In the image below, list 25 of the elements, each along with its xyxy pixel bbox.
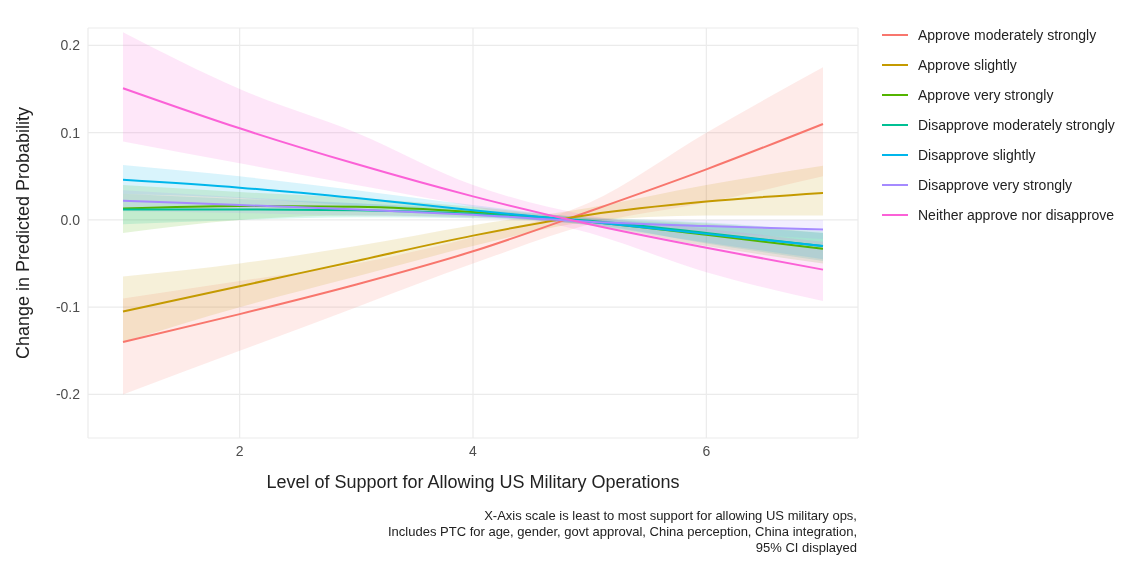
line-series bbox=[122, 178, 824, 248]
text: 95% CI displayed bbox=[754, 540, 857, 556]
line-series bbox=[122, 191, 824, 313]
line-series bbox=[122, 87, 824, 271]
x-axis-title: Level of Support for Allowing US Military Operations bbox=[266, 472, 680, 492]
line-series bbox=[122, 199, 824, 231]
legend-label: Disapprove moderately strongly bbox=[918, 117, 1115, 133]
legend-label: Approve moderately strongly bbox=[918, 27, 1097, 43]
x-tick-label: 2 bbox=[235, 442, 244, 459]
y-tick-label: 0.2 bbox=[60, 37, 81, 54]
x-tick-label: 6 bbox=[702, 442, 711, 459]
y-axis-title: Change in Predicted Probability bbox=[13, 106, 34, 360]
legend-label: Disapprove slightly bbox=[918, 147, 1036, 163]
legend-label: Approve very strongly bbox=[918, 87, 1054, 103]
y-tick-label: 0.1 bbox=[60, 124, 81, 141]
legend-label: Neither approve nor disapprove bbox=[918, 207, 1115, 223]
text: X-Axis scale is least to most support for allowing US military ops, bbox=[483, 508, 857, 524]
line-series bbox=[122, 122, 824, 344]
text: Includes PTC for age, gender, govt approval, China perception, China integration, bbox=[387, 524, 857, 540]
y-tick-label: -0.2 bbox=[55, 386, 81, 403]
y-tick-label: -0.1 bbox=[55, 299, 81, 316]
y-tick-label: 0.0 bbox=[60, 211, 81, 228]
legend-label: Approve slightly bbox=[918, 57, 1017, 73]
x-tick-label: 4 bbox=[469, 442, 478, 459]
legend-label: Disapprove very strongly bbox=[918, 177, 1073, 193]
